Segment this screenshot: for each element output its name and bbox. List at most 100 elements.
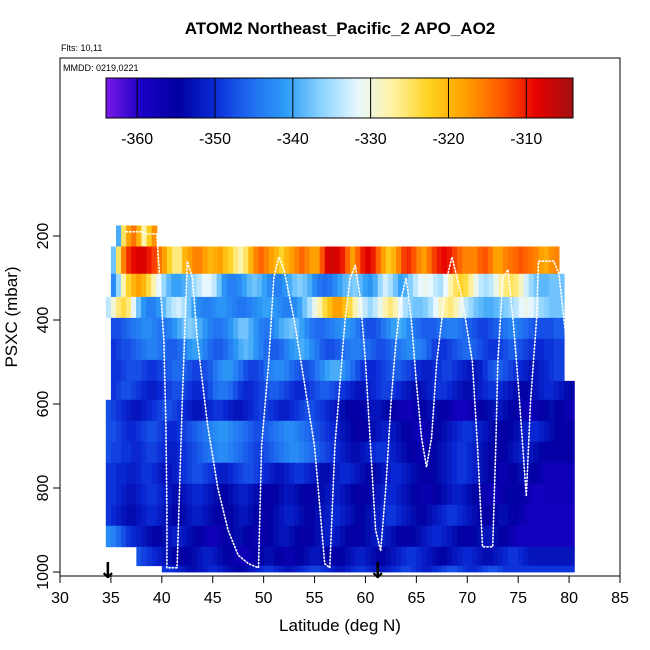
heatmap-cell [253, 565, 260, 573]
heatmap-cell [477, 246, 484, 275]
heatmap-cell [360, 546, 367, 567]
heatmap-cell [222, 399, 229, 422]
heatmap-cell [222, 483, 229, 506]
heatmap-cell [136, 462, 143, 485]
heatmap-cell [292, 273, 298, 298]
heatmap-cell [543, 565, 550, 573]
heatmap-cell [294, 420, 300, 443]
heatmap-cell [231, 273, 238, 298]
heatmap-cell [166, 338, 173, 361]
heatmap-cell [121, 225, 127, 247]
heatmap-cell [426, 246, 433, 275]
heatmap-cell [110, 338, 117, 361]
heatmap-cell [177, 317, 183, 340]
heatmap-cell [263, 565, 270, 573]
heatmap-cell [192, 504, 199, 527]
heatmap-cell [340, 399, 346, 422]
heatmap-cell [207, 546, 214, 567]
heatmap-cell [441, 317, 448, 340]
heatmap-cell [350, 399, 356, 422]
heatmap-cell [212, 420, 219, 443]
heatmap-cell [350, 441, 356, 464]
heatmap-cell [141, 317, 148, 340]
heatmap-cell [411, 399, 417, 422]
heatmap-cell [177, 504, 183, 527]
heatmap-cell [217, 462, 224, 485]
heatmap-cell [508, 246, 514, 275]
heatmap-cell [370, 546, 377, 567]
heatmap-cell [558, 504, 565, 527]
heatmap-cell [238, 317, 244, 340]
heatmap-cell [253, 441, 260, 464]
heatmap-cell [217, 420, 224, 443]
heatmap-cell [268, 317, 275, 340]
heatmap-cell [452, 338, 458, 361]
heatmap-cell [492, 525, 499, 548]
heatmap-cell [228, 399, 234, 422]
heatmap-cell [131, 380, 137, 401]
heatmap-cell [367, 273, 374, 298]
y-axis: 200 400 600 800 1000 [35, 223, 61, 590]
heatmap-cell [187, 420, 193, 443]
heatmap-cell [518, 546, 524, 567]
heatmap-cell [228, 441, 234, 464]
heatmap-cell [441, 565, 448, 573]
heatmap-cell [340, 565, 346, 573]
heatmap-cell [172, 246, 178, 275]
heatmap-cell [115, 296, 122, 319]
heatmap-cell [278, 399, 285, 422]
heatmap-cell [411, 359, 417, 382]
heatmap-cell [390, 546, 397, 567]
heatmap-cell [105, 483, 112, 506]
heatmap-cell [492, 565, 499, 573]
heatmap-cell [431, 565, 438, 573]
heatmap-cell [446, 246, 453, 275]
heatmap-cell [472, 504, 479, 527]
heatmap-cell [452, 546, 458, 567]
heatmap-cell [553, 462, 560, 485]
heatmap-cell [446, 546, 453, 567]
heatmap-cell [248, 359, 255, 382]
heatmap-cell [268, 565, 275, 573]
heatmap-cell [457, 420, 463, 443]
heatmap-cell [161, 317, 168, 340]
heatmap-cell [365, 504, 372, 527]
heatmap-cell [513, 273, 520, 298]
heatmap-cell [385, 546, 392, 567]
heatmap-cell [156, 504, 163, 527]
heatmap-cell [533, 441, 540, 464]
heatmap-cell [360, 525, 367, 548]
heatmap-cell [385, 380, 392, 401]
heatmap-cell [385, 338, 392, 361]
heatmap-cell [268, 546, 275, 567]
heatmap-cell [263, 483, 270, 506]
heatmap-cell [126, 380, 132, 401]
heatmap-cell [538, 246, 545, 275]
heatmap-cell [206, 296, 213, 319]
heatmap-cell [411, 504, 417, 527]
heatmap-cell [380, 420, 387, 443]
heatmap-cell [126, 246, 132, 275]
heatmap-cell [564, 399, 570, 422]
heatmap-cell [212, 504, 219, 527]
heatmap-cell [177, 359, 183, 382]
heatmap-cell [396, 399, 402, 422]
heatmap-cell [426, 462, 433, 485]
heatmap-cell [492, 317, 499, 340]
heatmap-cell [278, 525, 285, 548]
heatmap-cell [543, 525, 550, 548]
heatmap-cell [197, 546, 204, 567]
heatmap-cell [304, 420, 311, 443]
heatmap-cell [309, 359, 316, 382]
heatmap-cell [238, 380, 244, 401]
heatmap-cell [166, 441, 173, 464]
heatmap-cell [528, 399, 535, 422]
heatmap-cell [258, 525, 265, 548]
heatmap-cell [228, 483, 234, 506]
heatmap-cell [392, 296, 399, 319]
heatmap-cell [382, 296, 389, 319]
heatmap-cell [233, 399, 239, 422]
heatmap-cell [151, 359, 158, 382]
heatmap-cell [151, 338, 158, 361]
heatmap-cell [380, 441, 387, 464]
